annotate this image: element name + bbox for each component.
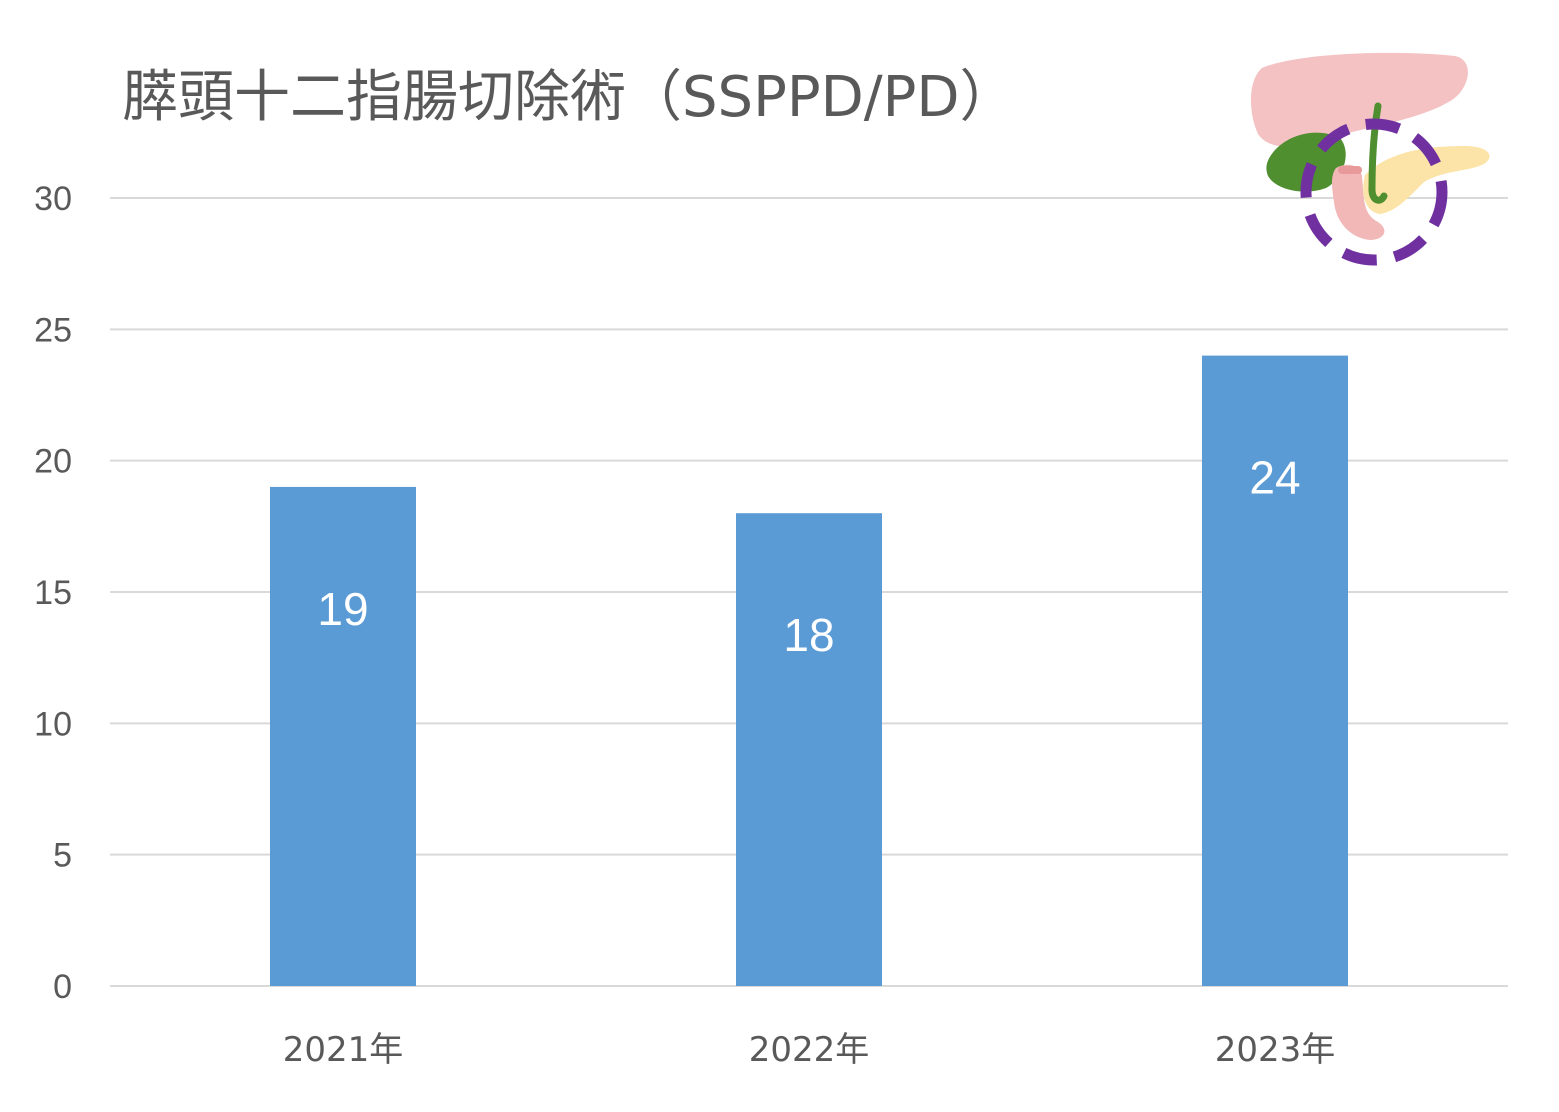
data-label: 19 — [317, 583, 368, 635]
pancreas-duodenum-icon — [1250, 52, 1490, 266]
y-tick-label: 5 — [53, 837, 72, 875]
duodenum-shape — [1332, 164, 1385, 240]
highlight-circle — [1300, 118, 1448, 266]
data-label: 18 — [783, 609, 834, 661]
bar — [736, 513, 882, 986]
x-axis-categories: 2021年 2022年 2023年 — [283, 1030, 1336, 1070]
y-tick-label: 15 — [34, 574, 72, 612]
y-tick-label: 10 — [34, 705, 72, 743]
y-tick-label: 0 — [53, 968, 72, 1006]
duodenum-opening — [1338, 166, 1362, 174]
y-axis-ticks: 0 5 10 15 20 25 30 — [34, 180, 72, 1006]
y-tick-label: 20 — [34, 443, 72, 481]
chart-title: 膵頭十二指腸切除術（SSPPD/PD） — [122, 65, 1016, 130]
y-tick-label: 25 — [34, 311, 72, 349]
x-category-label: 2021年 — [283, 1030, 404, 1070]
data-label: 24 — [1249, 452, 1300, 504]
bar — [1202, 355, 1348, 987]
bars — [270, 355, 1348, 987]
x-category-label: 2023年 — [1215, 1030, 1336, 1070]
pancreas-shape — [1363, 146, 1490, 214]
x-category-label: 2022年 — [749, 1030, 870, 1070]
y-tick-label: 30 — [34, 180, 72, 218]
data-labels: 19 18 24 — [317, 452, 1300, 662]
bar — [270, 486, 416, 986]
liver-shape — [1250, 52, 1468, 147]
